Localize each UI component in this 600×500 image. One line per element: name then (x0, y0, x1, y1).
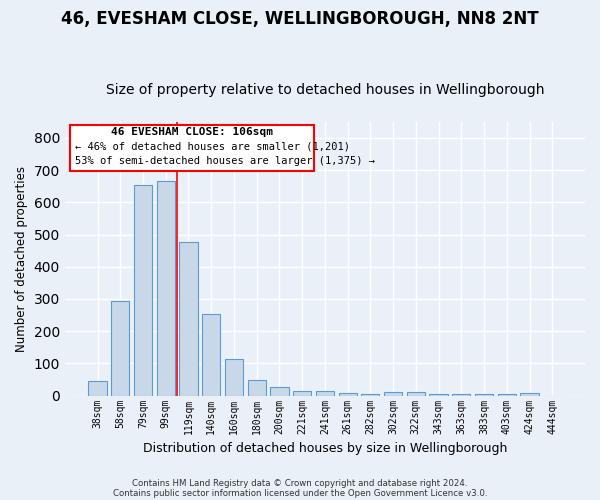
Text: 53% of semi-detached houses are larger (1,375) →: 53% of semi-detached houses are larger (… (75, 156, 375, 166)
Bar (179, 242, 197, 396)
Bar (338, 393, 357, 396)
Bar (430, 394, 448, 396)
Bar (316, 391, 334, 396)
Bar (520, 393, 539, 396)
Bar (361, 394, 379, 396)
X-axis label: Distribution of detached houses by size in Wellingborough: Distribution of detached houses by size … (143, 442, 507, 455)
Y-axis label: Number of detached properties: Number of detached properties (15, 166, 28, 352)
Bar (384, 392, 402, 396)
Text: Contains public sector information licensed under the Open Government Licence v3: Contains public sector information licen… (113, 488, 487, 498)
Bar (88, 381, 107, 396)
Bar (248, 380, 266, 396)
Bar (497, 394, 516, 396)
Bar (202, 314, 220, 396)
Bar (271, 387, 289, 396)
Bar (407, 392, 425, 396)
Bar (475, 394, 493, 396)
Text: ← 46% of detached houses are smaller (1,201): ← 46% of detached houses are smaller (1,… (75, 142, 350, 152)
Bar (157, 182, 175, 396)
Text: Contains HM Land Registry data © Crown copyright and database right 2024.: Contains HM Land Registry data © Crown c… (132, 478, 468, 488)
Text: 46, EVESHAM CLOSE, WELLINGBOROUGH, NN8 2NT: 46, EVESHAM CLOSE, WELLINGBOROUGH, NN8 2… (61, 10, 539, 28)
FancyBboxPatch shape (70, 124, 314, 171)
Bar (111, 300, 130, 396)
Bar (225, 359, 243, 396)
Bar (134, 184, 152, 396)
Text: 46 EVESHAM CLOSE: 106sqm: 46 EVESHAM CLOSE: 106sqm (111, 128, 273, 138)
Title: Size of property relative to detached houses in Wellingborough: Size of property relative to detached ho… (106, 83, 544, 97)
Bar (293, 391, 311, 396)
Bar (452, 394, 470, 396)
